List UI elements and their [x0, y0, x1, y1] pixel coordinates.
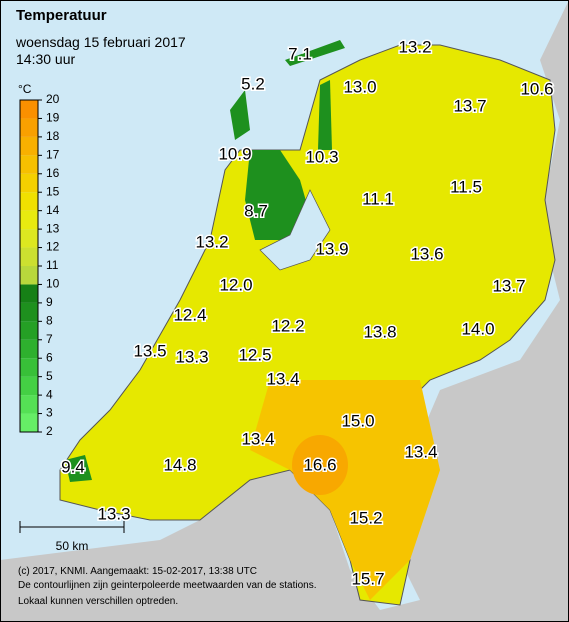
station-value: 12.4 — [173, 305, 206, 324]
legend-band — [20, 284, 38, 303]
legend-band — [20, 302, 38, 322]
station-value: 13.7 — [492, 276, 525, 295]
legend-band — [20, 100, 38, 119]
texel — [230, 90, 250, 140]
legend-band — [20, 339, 38, 359]
station-value: 13.9 — [315, 239, 348, 258]
footer-line: De contourlijnen zijn geinterpoleerde me… — [18, 580, 317, 591]
legend-band — [20, 210, 38, 230]
station-value: 10.9 — [218, 144, 251, 163]
station-value: 13.3 — [175, 347, 208, 366]
warmest-zone — [292, 435, 348, 495]
time: 14:30 uur — [16, 51, 75, 67]
legend-label: 6 — [46, 350, 53, 364]
legend-band — [20, 358, 38, 377]
legend-band — [20, 173, 38, 193]
station-value: 13.4 — [241, 429, 274, 448]
date: woensdag 15 februari 2017 — [15, 34, 186, 50]
legend-label: 15 — [46, 184, 60, 198]
title: Temperatuur — [16, 7, 107, 24]
station-value: 11.5 — [450, 177, 482, 196]
legend-band — [20, 395, 38, 414]
legend-label: 7 — [46, 332, 53, 346]
station-value: 12.2 — [271, 316, 304, 335]
warm-zone — [250, 380, 440, 600]
legend-label: 12 — [46, 240, 60, 254]
station-value: 13.2 — [195, 232, 228, 251]
station-value: 13.6 — [410, 244, 443, 263]
legend-band — [20, 321, 38, 340]
station-value: 13.8 — [363, 322, 396, 341]
legend-label: 17 — [46, 148, 60, 162]
legend-band — [20, 247, 38, 266]
station-value: 13.3 — [97, 504, 130, 523]
station-value: 13.7 — [453, 96, 486, 115]
cold-zone — [245, 150, 310, 240]
legend-label: 3 — [46, 406, 53, 420]
zeeland-cold-zone — [65, 455, 92, 482]
station-value: 15.0 — [341, 411, 374, 430]
netherlands — [59, 44, 556, 606]
station-value: 16.6 — [303, 455, 336, 474]
stations: 7.1 13.2 5.2 13.0 13.7 10.6 10.9 10.3 11.1 11.5 8.… — [60, 36, 555, 590]
legend-label: 18 — [46, 129, 60, 143]
legend-unit: °C — [18, 82, 32, 96]
station-value: 8.7 — [244, 201, 268, 220]
legend-band — [20, 229, 38, 248]
legend-label: 20 — [46, 92, 60, 106]
station-value: 15.7 — [351, 569, 384, 588]
footer-line: (c) 2017, KNMI. Aangemaakt: 15-02-2017, … — [18, 566, 257, 577]
legend-band — [20, 192, 38, 211]
station-value: 13.0 — [343, 77, 376, 96]
legend-label: 11 — [46, 258, 59, 272]
afsluitdijk-zone — [318, 80, 332, 150]
legend-band — [20, 266, 38, 285]
legend-label: 14 — [46, 203, 60, 217]
legend-label: 10 — [46, 277, 60, 291]
station-value: 13.2 — [398, 37, 431, 56]
legend-label: 13 — [46, 221, 60, 235]
legend-label: 2 — [46, 424, 53, 438]
footer-line: Lokaal kunnen verschillen optreden. — [18, 596, 178, 607]
legend-band — [20, 118, 38, 137]
station-value: 10.3 — [305, 147, 338, 166]
station-value: 9.4 — [61, 457, 85, 476]
station-value: 13.4 — [266, 369, 299, 388]
legend-band — [20, 155, 38, 174]
legend-label: 9 — [46, 295, 53, 309]
station-value: 12.5 — [238, 345, 271, 364]
scale-label: 50 km — [56, 539, 89, 553]
station-value: 5.2 — [241, 74, 265, 93]
station-value: 13.5 — [133, 341, 166, 360]
station-value: 14.8 — [163, 455, 196, 474]
legend: 2 3 4 5 6 7 8 9 10 11 12 13 14 15 16 17 18 19 20 — [19, 92, 60, 438]
wadden-island — [285, 40, 345, 66]
station-value: 15.2 — [349, 508, 382, 527]
legend-band — [20, 376, 38, 396]
station-value: 10.6 — [520, 79, 553, 98]
legend-label: 8 — [46, 314, 53, 328]
legend-label: 5 — [46, 369, 53, 383]
ijsselmeer — [259, 189, 331, 271]
legend-label: 19 — [46, 111, 60, 125]
legend-label: 16 — [46, 166, 60, 180]
legend-label: 4 — [46, 387, 53, 401]
station-value: 12.0 — [219, 275, 252, 294]
legend-band — [20, 413, 38, 432]
station-value: 14.0 — [461, 319, 494, 338]
station-value: 7.1 — [288, 44, 312, 63]
station-value: 11.1 — [362, 189, 394, 208]
station-value: 13.4 — [404, 442, 437, 461]
legend-band — [20, 136, 38, 156]
